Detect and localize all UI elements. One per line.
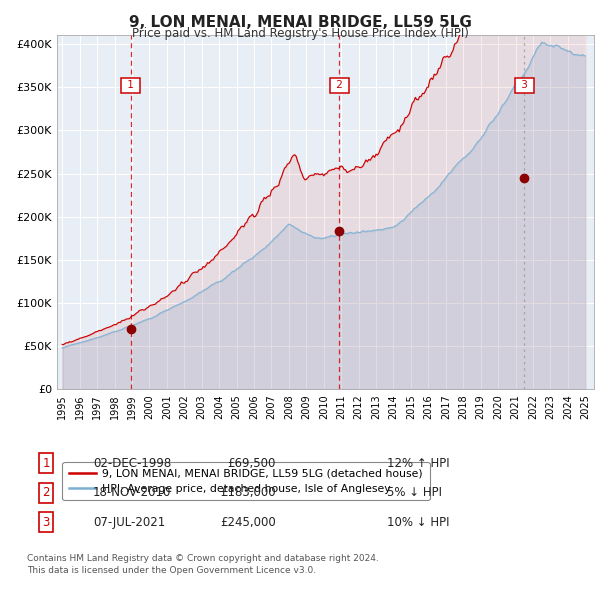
Text: Contains HM Land Registry data © Crown copyright and database right 2024.
This d: Contains HM Land Registry data © Crown c… bbox=[27, 555, 379, 575]
Text: 1: 1 bbox=[124, 80, 137, 90]
Text: Price paid vs. HM Land Registry's House Price Index (HPI): Price paid vs. HM Land Registry's House … bbox=[131, 27, 469, 40]
Text: £245,000: £245,000 bbox=[220, 516, 276, 529]
Text: 10% ↓ HPI: 10% ↓ HPI bbox=[387, 516, 449, 529]
Legend: 9, LON MENAI, MENAI BRIDGE, LL59 5LG (detached house), HPI: Average price, detac: 9, LON MENAI, MENAI BRIDGE, LL59 5LG (de… bbox=[62, 462, 430, 500]
Text: 18-NOV-2010: 18-NOV-2010 bbox=[93, 486, 172, 499]
Text: 02-DEC-1998: 02-DEC-1998 bbox=[93, 457, 171, 470]
Text: £183,000: £183,000 bbox=[220, 486, 276, 499]
Text: 1: 1 bbox=[43, 457, 50, 470]
Text: 2: 2 bbox=[43, 486, 50, 499]
Text: £69,500: £69,500 bbox=[227, 457, 276, 470]
Text: 12% ↑ HPI: 12% ↑ HPI bbox=[387, 457, 449, 470]
Text: 3: 3 bbox=[518, 80, 531, 90]
Text: 07-JUL-2021: 07-JUL-2021 bbox=[93, 516, 165, 529]
Text: 3: 3 bbox=[43, 516, 50, 529]
Text: 5% ↓ HPI: 5% ↓ HPI bbox=[387, 486, 442, 499]
Text: 9, LON MENAI, MENAI BRIDGE, LL59 5LG: 9, LON MENAI, MENAI BRIDGE, LL59 5LG bbox=[128, 15, 472, 30]
Text: 2: 2 bbox=[332, 80, 346, 90]
